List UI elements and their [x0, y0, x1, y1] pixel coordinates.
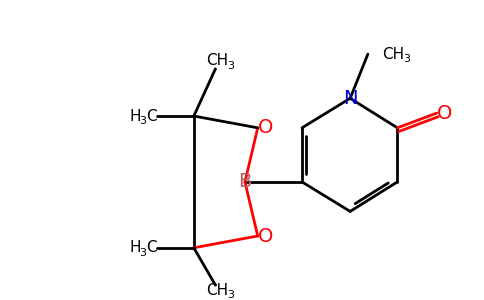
Text: H: H [130, 109, 141, 124]
Text: 3: 3 [227, 290, 235, 300]
Text: CH: CH [206, 283, 228, 298]
Text: 3: 3 [139, 116, 146, 126]
Text: O: O [437, 103, 452, 123]
Text: C: C [147, 109, 157, 124]
Text: 3: 3 [403, 54, 410, 64]
Text: H: H [130, 240, 141, 255]
Text: CH: CH [206, 53, 228, 68]
Text: O: O [258, 226, 273, 245]
Text: N: N [343, 89, 357, 108]
Text: 3: 3 [139, 248, 146, 258]
Text: 3: 3 [227, 61, 235, 71]
Text: CH: CH [381, 46, 404, 62]
Text: B: B [238, 172, 252, 191]
Text: O: O [258, 118, 273, 137]
Text: C: C [147, 240, 157, 255]
